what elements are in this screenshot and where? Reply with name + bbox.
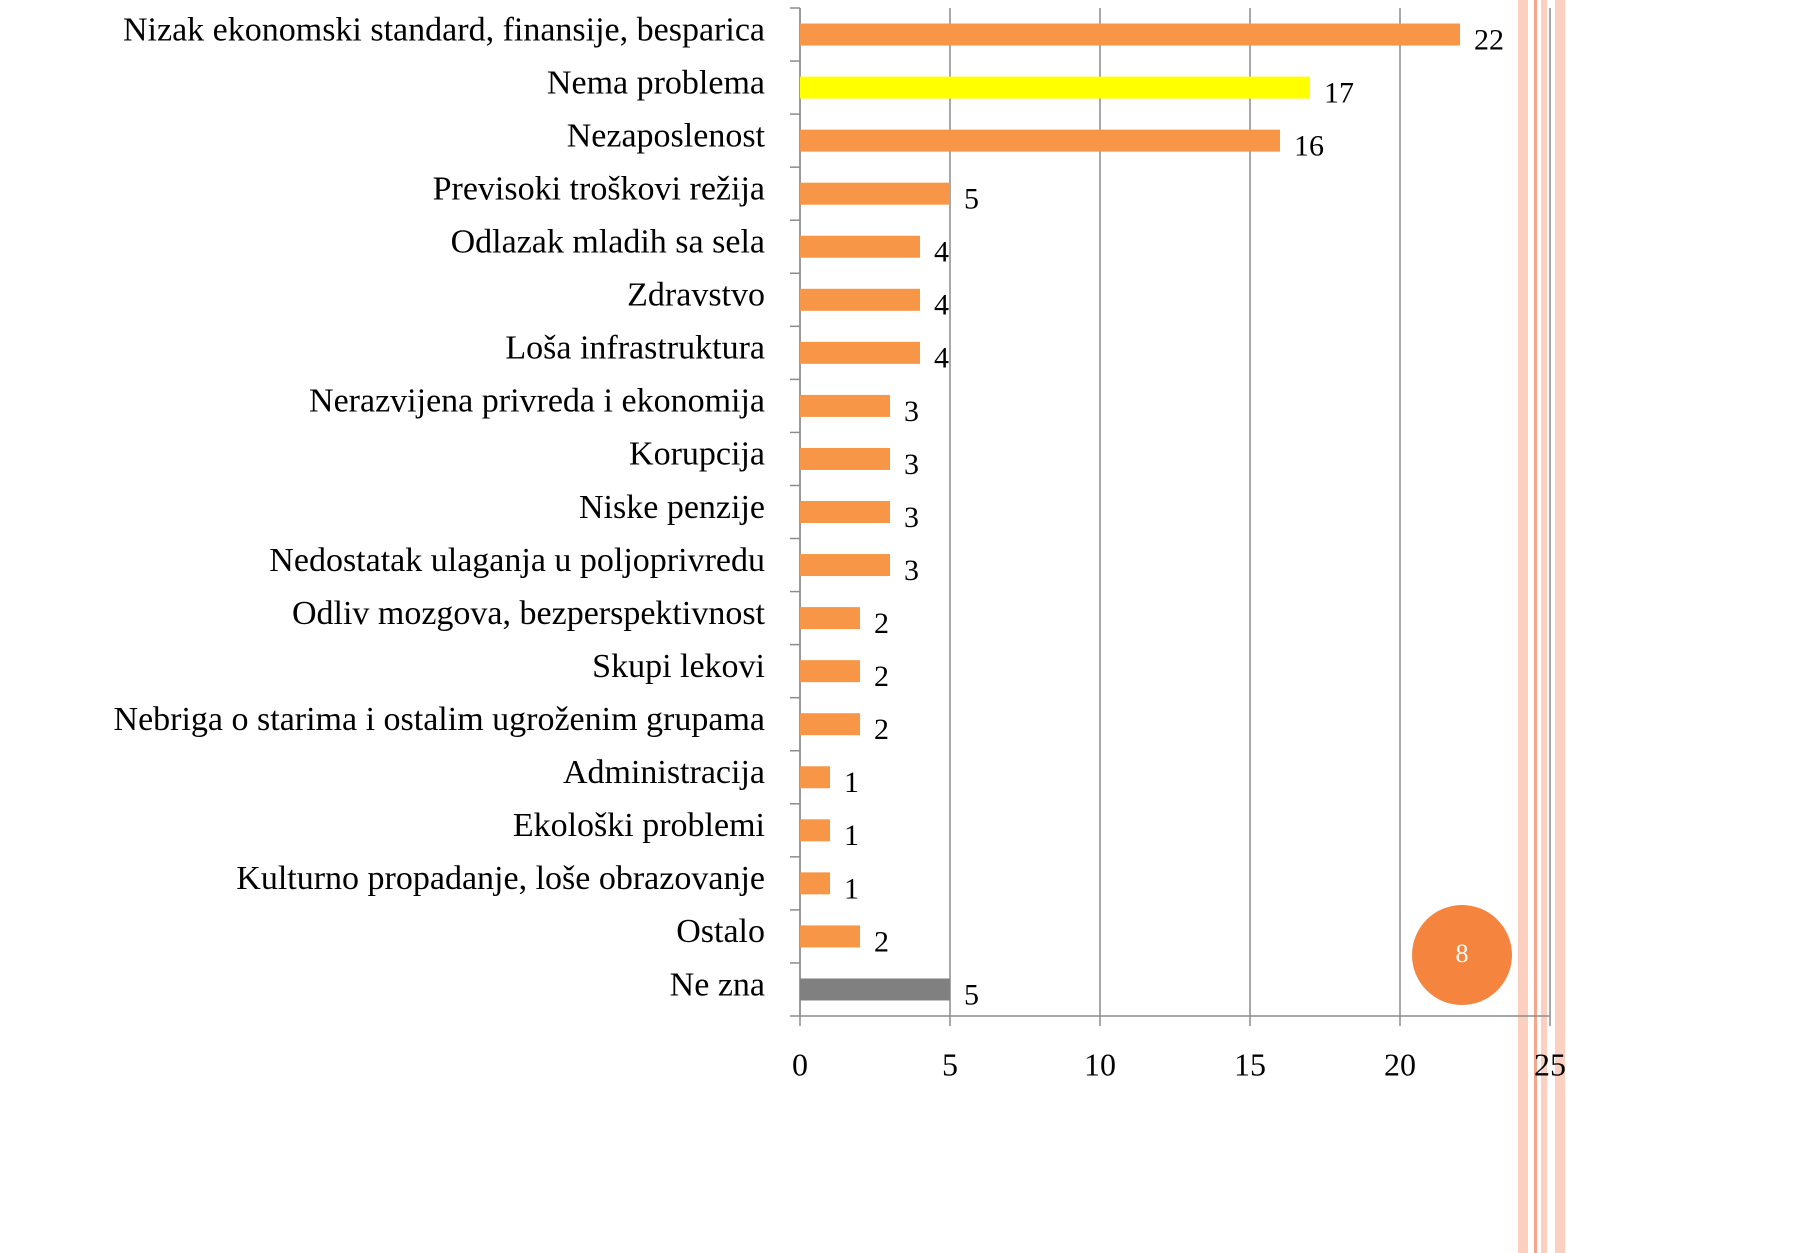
value-label: 2 — [874, 607, 889, 640]
value-label: 5 — [964, 183, 979, 216]
value-label: 2 — [874, 660, 889, 693]
decor-stripe — [1555, 0, 1565, 1253]
y-tick-label: Odlazak mladih sa sela — [451, 224, 765, 261]
value-label: 3 — [904, 501, 919, 534]
y-tick-label: Nebriga o starima i ostalim ugroženim gr… — [114, 701, 765, 738]
value-label: 2 — [874, 925, 889, 958]
y-tick-label: Nema problema — [547, 64, 765, 101]
y-tick-label: Kulturno propadanje, loše obrazovanje — [236, 860, 765, 897]
bar — [800, 766, 830, 789]
x-tick-label: 0 — [792, 1046, 808, 1082]
bar — [800, 235, 920, 258]
bar — [800, 288, 920, 311]
decor-stripe — [1541, 0, 1547, 1253]
value-label: 2 — [874, 713, 889, 746]
bar — [800, 554, 890, 577]
y-tick-label: Nezaposlenost — [567, 117, 766, 154]
value-label: 4 — [934, 236, 949, 269]
y-tick-label: Nerazvijena privreda i ekonomija — [309, 383, 765, 420]
y-tick-label: Ostalo — [676, 913, 765, 950]
bar — [800, 872, 830, 895]
x-tick-label: 5 — [942, 1046, 958, 1082]
value-label: 1 — [844, 819, 859, 852]
y-tick-label: Skupi lekovi — [592, 648, 765, 685]
x-tick-label: 20 — [1384, 1046, 1416, 1082]
value-label: 16 — [1294, 130, 1324, 163]
bar — [800, 978, 950, 1001]
y-tick-label: Niske penzije — [579, 489, 765, 526]
bar — [800, 447, 890, 470]
y-tick-label: Korupcija — [629, 436, 765, 473]
value-label: 1 — [844, 872, 859, 905]
bar — [800, 76, 1310, 99]
decor-stripe — [1518, 0, 1528, 1253]
y-tick-label: Ekološki problemi — [513, 807, 765, 844]
bar — [800, 660, 860, 683]
decor-stripe — [1534, 0, 1537, 1253]
y-tick-label: Administracija — [563, 754, 765, 791]
y-tick-label: Nizak ekonomski standard, finansije, bes… — [123, 11, 765, 48]
y-tick-label: Nedostatak ulaganja u poljoprivredu — [269, 542, 765, 579]
y-tick-label: Odliv mozgova, bezperspektivnost — [292, 595, 766, 632]
value-label: 4 — [934, 342, 949, 375]
value-label: 4 — [934, 289, 949, 322]
x-tick-label: 25 — [1534, 1046, 1566, 1082]
page-number: 8 — [1456, 939, 1469, 968]
y-tick-label: Zdravstvo — [627, 277, 765, 314]
value-label: 3 — [904, 448, 919, 481]
value-label: 3 — [904, 395, 919, 428]
bar — [800, 713, 860, 736]
bar — [800, 607, 860, 630]
bar — [800, 925, 860, 948]
value-label: 5 — [964, 978, 979, 1011]
bar — [800, 182, 950, 205]
value-label: 17 — [1324, 76, 1354, 109]
bar — [800, 819, 830, 842]
y-tick-label: Ne zna — [670, 966, 765, 1003]
page-number-badge — [1412, 905, 1512, 1005]
bar — [800, 394, 890, 417]
bar — [800, 501, 890, 523]
x-tick-label: 15 — [1234, 1046, 1266, 1082]
bar — [800, 23, 1460, 46]
bar — [800, 129, 1280, 152]
value-label: 3 — [904, 554, 919, 587]
x-tick-label: 10 — [1084, 1046, 1116, 1082]
y-tick-label: Previsoki troškovi režija — [433, 170, 765, 207]
bar — [800, 341, 920, 364]
value-label: 1 — [844, 766, 859, 799]
value-label: 22 — [1474, 23, 1504, 56]
y-tick-label: Loša infrastruktura — [505, 330, 765, 367]
